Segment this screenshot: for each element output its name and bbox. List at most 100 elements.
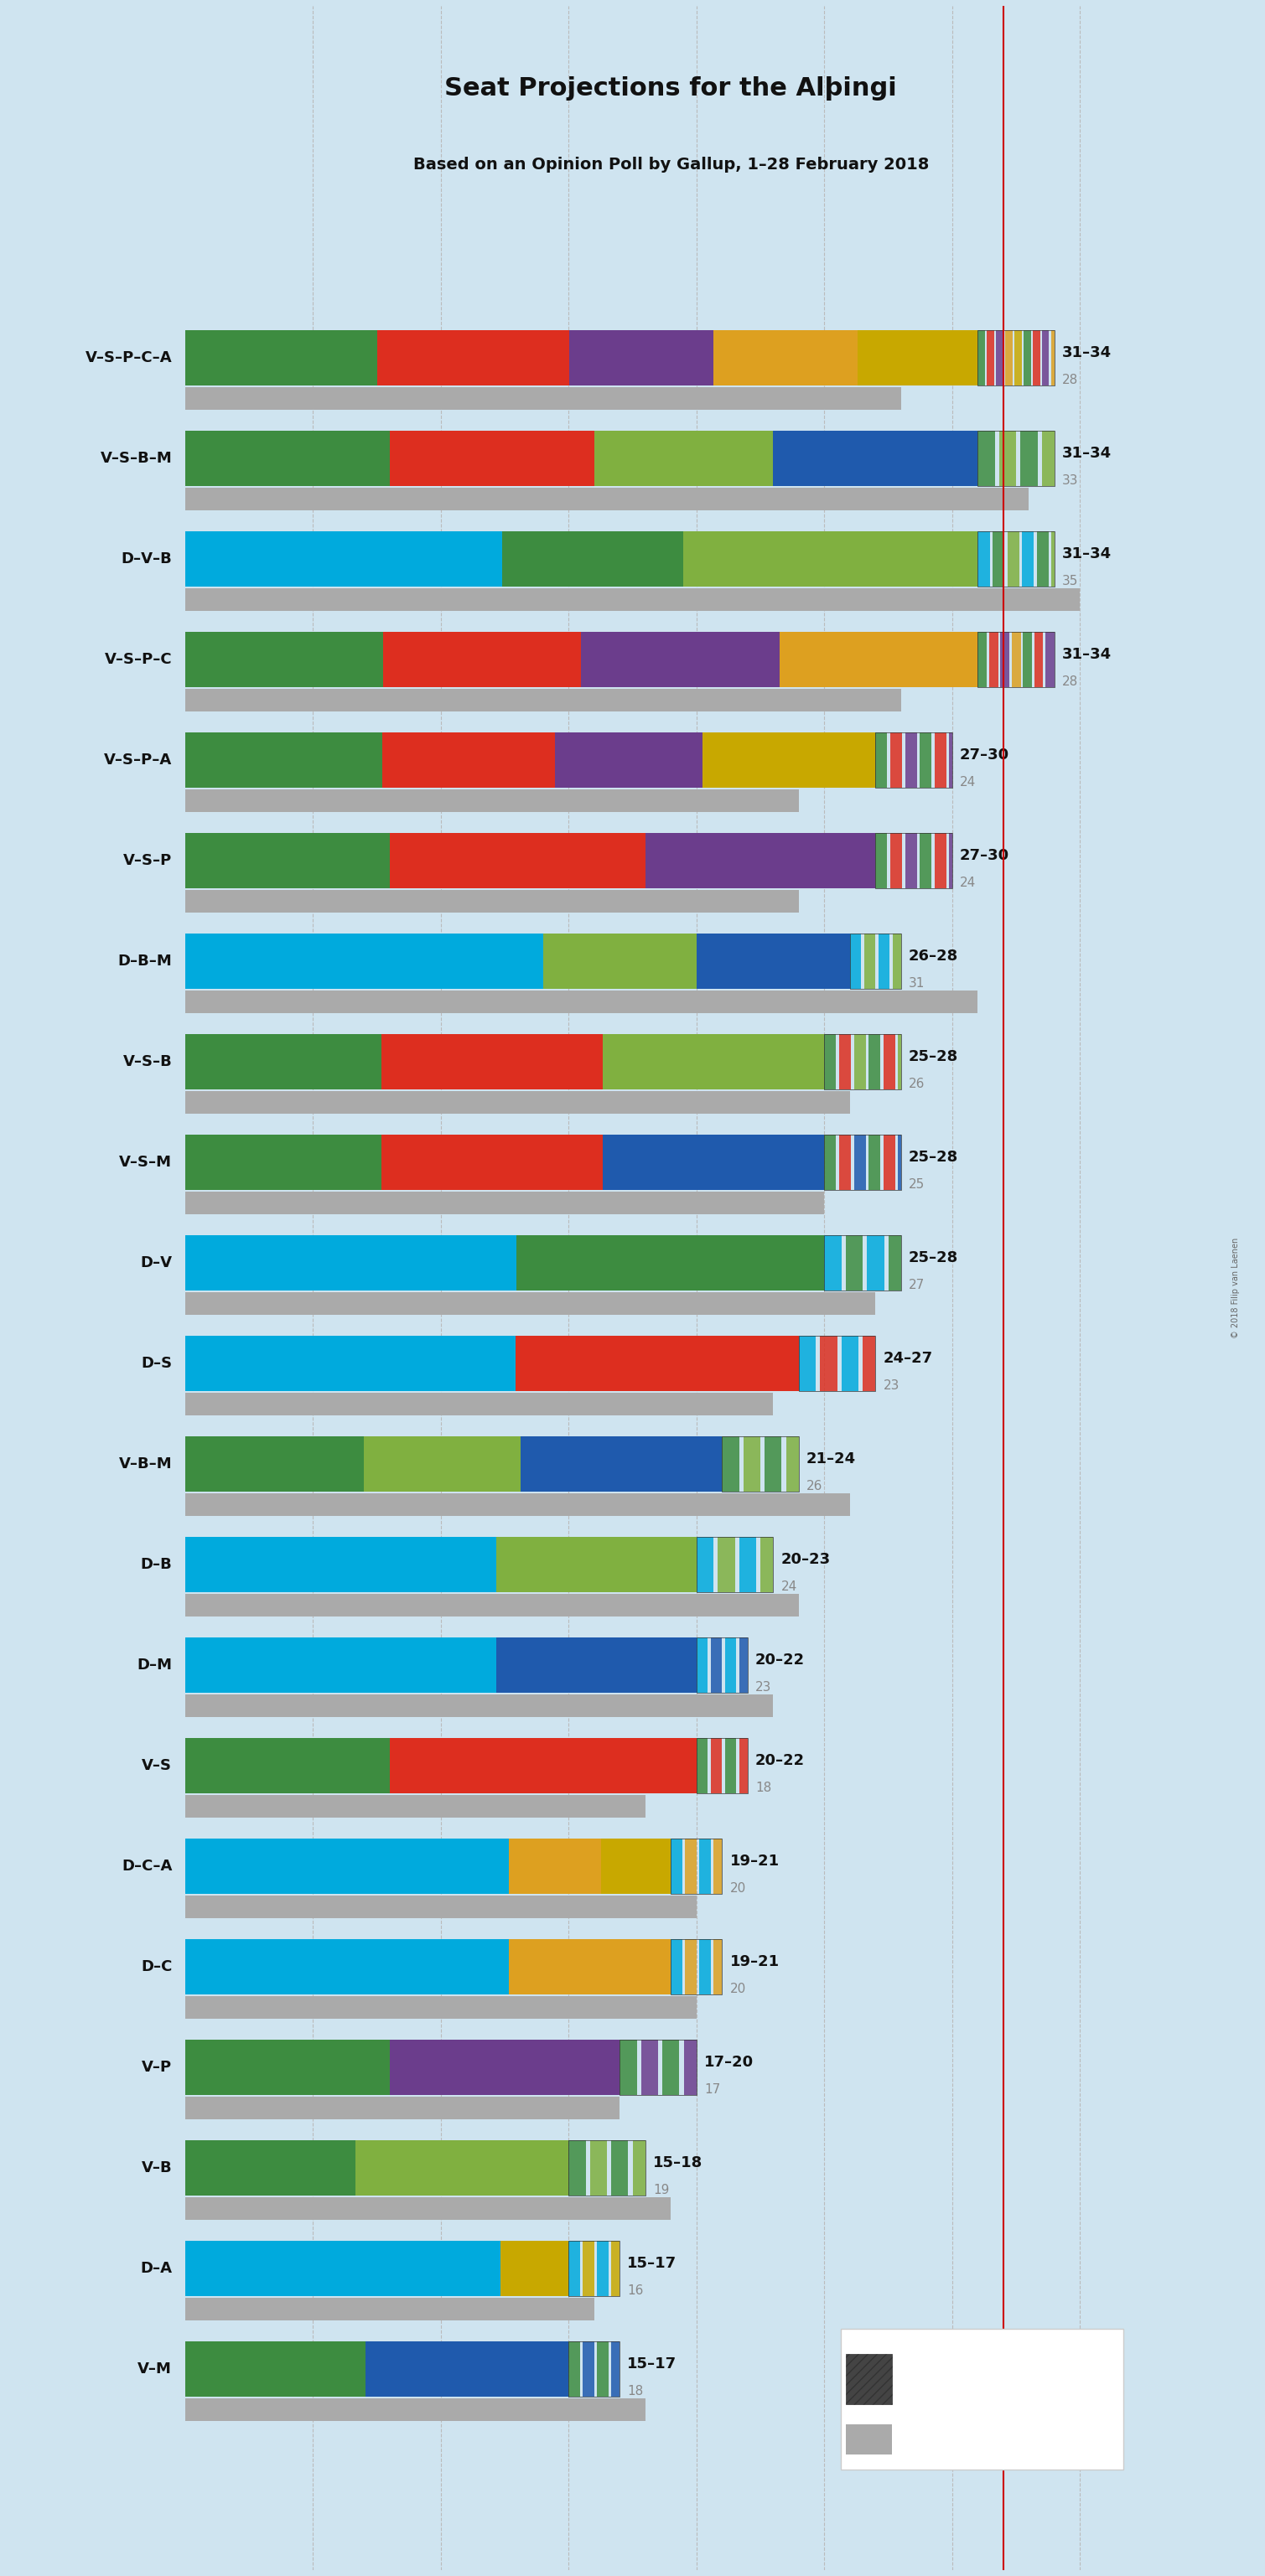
Bar	[779, 631, 978, 688]
Bar	[382, 1033, 603, 1090]
Bar	[502, 531, 683, 587]
Text: 18: 18	[755, 1783, 772, 1793]
Text: Seat Projections for the Alþingi: Seat Projections for the Alþingi	[444, 77, 897, 100]
Bar	[543, 933, 697, 989]
Bar	[568, 2342, 579, 2396]
Bar	[697, 1538, 713, 1592]
Text: 15–18: 15–18	[653, 2156, 702, 2172]
Bar	[697, 933, 850, 989]
Text: 17–20: 17–20	[705, 2056, 754, 2071]
Bar	[185, 690, 901, 711]
Text: 24: 24	[960, 876, 977, 889]
Text: 20–22: 20–22	[755, 1754, 805, 1767]
Bar	[509, 1940, 670, 1994]
Bar	[875, 732, 887, 788]
Bar	[185, 1695, 773, 1716]
Text: V–S–P–C–A: V–S–P–C–A	[85, 350, 172, 366]
Bar	[978, 430, 994, 487]
Bar	[611, 2241, 620, 2295]
Text: V–S: V–S	[142, 1759, 172, 1772]
Bar	[185, 891, 798, 912]
Bar	[898, 1033, 901, 1090]
Bar	[185, 1092, 850, 1113]
Bar	[568, 2241, 579, 2295]
Bar	[185, 832, 390, 889]
Bar	[185, 992, 978, 1012]
Bar	[185, 1839, 509, 1893]
Text: D–V: D–V	[140, 1255, 172, 1270]
Bar	[854, 1033, 865, 1090]
Bar	[920, 832, 931, 889]
Bar	[670, 1940, 722, 1994]
Bar	[711, 1638, 722, 1692]
Bar	[987, 330, 994, 386]
Bar	[825, 1033, 901, 1090]
Text: 33: 33	[1063, 474, 1079, 487]
Bar	[1045, 631, 1055, 688]
Bar	[185, 732, 382, 788]
Text: 18: 18	[627, 2385, 644, 2398]
Bar	[978, 631, 1055, 688]
Bar	[703, 732, 875, 788]
Bar	[632, 2141, 645, 2195]
Bar	[185, 1896, 697, 1919]
Bar	[999, 430, 1016, 487]
Text: V–S–B: V–S–B	[123, 1054, 172, 1069]
Bar	[185, 1595, 798, 1615]
Bar	[568, 2241, 620, 2295]
Text: 21–24: 21–24	[806, 1450, 856, 1466]
Bar	[722, 1437, 739, 1492]
Text: V–S–P–C: V–S–P–C	[105, 652, 172, 667]
Bar	[798, 1337, 875, 1391]
Bar	[891, 832, 902, 889]
Bar	[641, 2040, 658, 2094]
Bar	[839, 1033, 851, 1090]
Text: 19: 19	[653, 2184, 669, 2197]
Text: 15–17: 15–17	[627, 2257, 677, 2272]
Bar	[568, 2141, 586, 2195]
Bar	[739, 1538, 756, 1592]
Text: 25: 25	[908, 1177, 925, 1190]
Bar	[725, 1739, 736, 1793]
Bar	[739, 1739, 748, 1793]
Bar	[697, 1638, 748, 1692]
Bar	[996, 330, 1003, 386]
Bar	[1042, 330, 1049, 386]
Text: 31–34: 31–34	[1063, 546, 1112, 562]
Text: 26: 26	[908, 1077, 925, 1090]
Bar	[185, 2040, 390, 2094]
Bar	[883, 1133, 896, 1190]
Bar	[1012, 631, 1021, 688]
Bar	[978, 531, 1055, 587]
Bar	[496, 1638, 697, 1692]
Bar	[863, 1337, 875, 1391]
Bar	[683, 2040, 697, 2094]
Bar	[185, 430, 390, 487]
Bar	[1051, 531, 1055, 587]
Bar	[904, 832, 917, 889]
Bar	[1037, 531, 1049, 587]
Bar	[521, 1437, 722, 1492]
Bar	[1035, 631, 1044, 688]
Bar	[739, 1638, 748, 1692]
Bar	[825, 1236, 901, 1291]
Bar	[713, 330, 858, 386]
Bar	[1006, 330, 1012, 386]
Text: 24–27: 24–27	[883, 1350, 932, 1365]
Bar	[185, 1033, 382, 1090]
Bar	[390, 1739, 697, 1793]
Bar	[390, 2040, 620, 2094]
Text: 31–34: 31–34	[1063, 345, 1112, 361]
Bar	[185, 1494, 850, 1515]
Bar	[949, 832, 953, 889]
Bar	[978, 531, 989, 587]
Bar	[555, 732, 703, 788]
Text: 31: 31	[908, 976, 925, 989]
Bar	[825, 1033, 836, 1090]
Bar	[185, 487, 1028, 510]
Bar	[390, 832, 645, 889]
Bar	[697, 1739, 708, 1793]
Text: V–S–P–A: V–S–P–A	[104, 752, 172, 768]
Bar	[1015, 330, 1022, 386]
Bar	[185, 1739, 390, 1793]
